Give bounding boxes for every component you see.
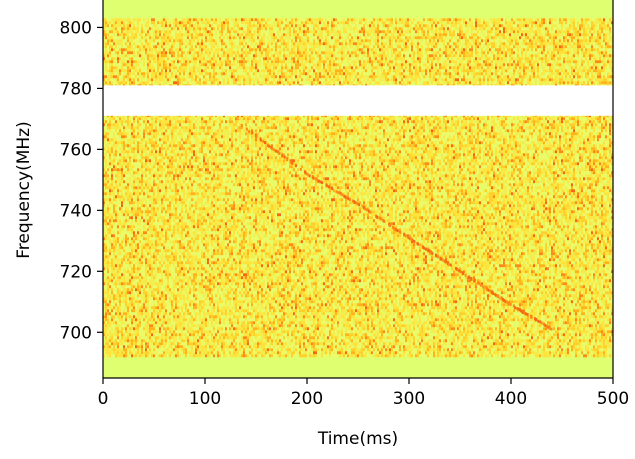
y-tick-label: 720 xyxy=(60,262,92,282)
x-tick-label: 100 xyxy=(189,389,221,409)
masked-band xyxy=(103,85,613,115)
y-tick-label: 780 xyxy=(60,79,92,99)
x-tick-label: 400 xyxy=(495,389,527,409)
y-tick-label: 760 xyxy=(60,140,92,160)
y-tick-label: 740 xyxy=(60,201,92,221)
x-tick-label: 200 xyxy=(291,389,323,409)
y-tick-label: 700 xyxy=(60,323,92,343)
y-tick-label: 800 xyxy=(60,18,92,38)
heatmap-noise xyxy=(103,18,613,357)
x-tick-label: 300 xyxy=(393,389,425,409)
x-tick-label: 0 xyxy=(98,389,109,409)
y-axis-label: Frequency(MHz) xyxy=(14,121,34,258)
x-tick-label: 500 xyxy=(597,389,629,409)
plot-area xyxy=(103,0,613,378)
x-axis-label: Time(ms) xyxy=(317,429,398,449)
